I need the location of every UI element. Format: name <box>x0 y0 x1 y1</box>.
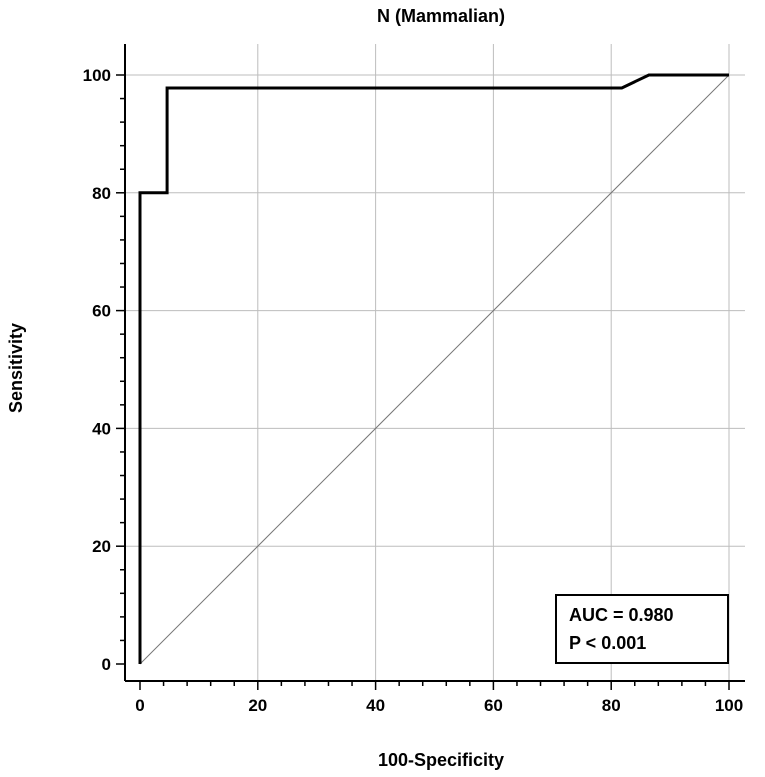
y-tick-label: 20 <box>92 537 111 556</box>
reference-diagonal-line <box>139 74 730 665</box>
x-axis-label: 100-Specificity <box>378 750 504 770</box>
y-tick-label: 0 <box>102 655 111 674</box>
x-tick-label: 40 <box>366 696 385 715</box>
y-tick-label: 100 <box>83 66 111 85</box>
grid-lines <box>125 44 745 681</box>
x-tick-label: 100 <box>715 696 743 715</box>
x-tick-label: 80 <box>602 696 621 715</box>
y-axis-label: Sensitivity <box>6 323 26 413</box>
legend-box-border <box>555 594 729 664</box>
auc-text: AUC = 0.980 <box>569 605 674 625</box>
x-axis-ticks: 0 20 40 60 80 100 <box>135 681 743 715</box>
axes <box>124 44 745 682</box>
x-tick-label: 0 <box>135 696 144 715</box>
chart-title: N (Mammalian) <box>377 6 505 26</box>
y-tick-label: 60 <box>92 302 111 321</box>
x-tick-label: 60 <box>484 696 503 715</box>
y-tick-label: 40 <box>92 419 111 438</box>
y-axis-ticks: 0 20 40 60 80 100 <box>83 66 125 674</box>
x-tick-label: 20 <box>248 696 267 715</box>
auc-legend-box: AUC = 0.980 P < 0.001 <box>555 594 729 664</box>
p-value-text: P < 0.001 <box>569 633 646 653</box>
roc-curve <box>138 73 729 664</box>
y-tick-label: 80 <box>92 184 111 203</box>
